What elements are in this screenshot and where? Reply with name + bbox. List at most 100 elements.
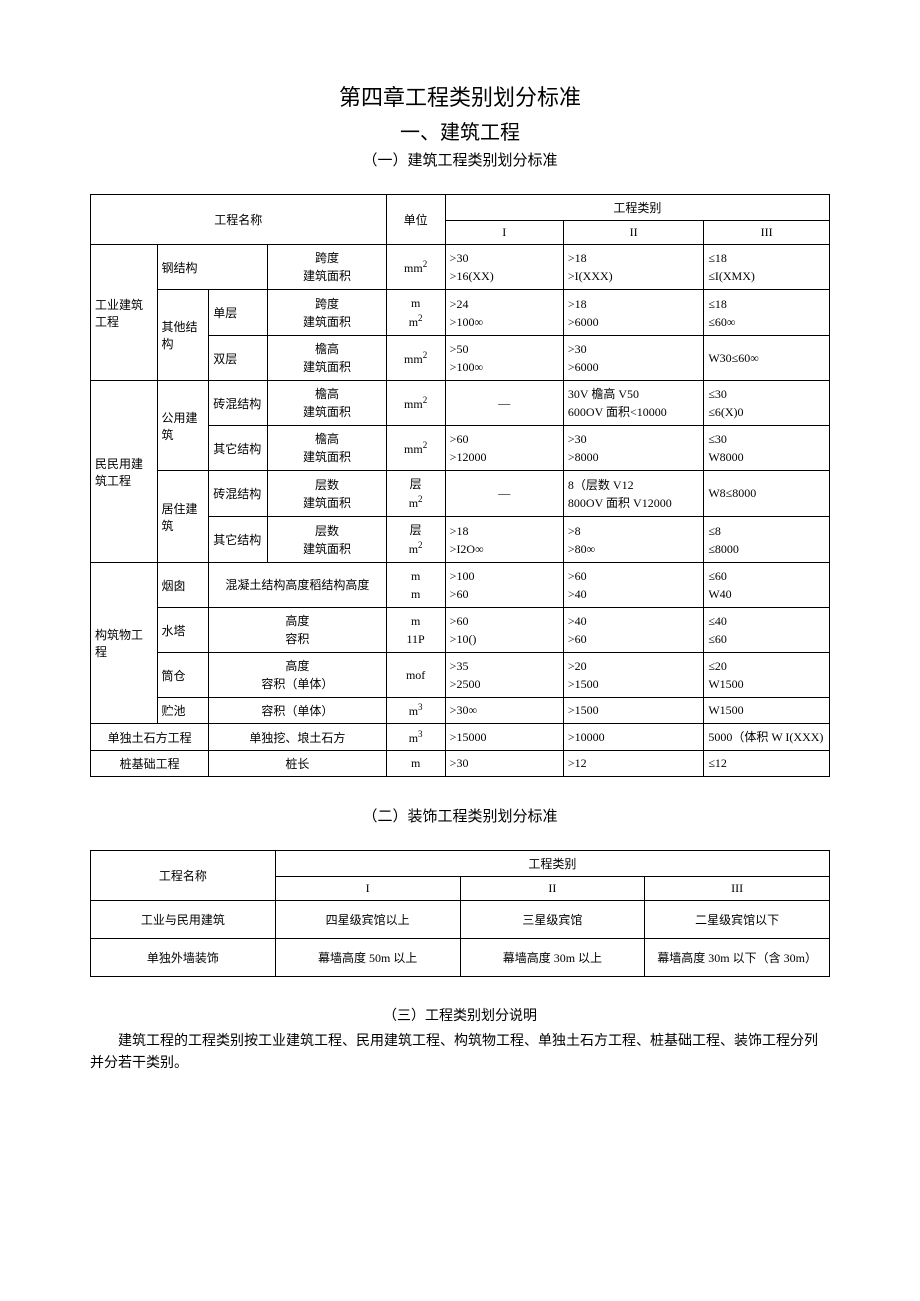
cell: ≤40≤60	[704, 608, 830, 653]
cell: 其他结构	[157, 290, 209, 381]
cell: 筒仓	[157, 653, 209, 698]
explain-paragraph: 建筑工程的工程类别按工业建筑工程、民用建筑工程、构筑物工程、单独土石方工程、桩基…	[90, 1031, 830, 1076]
th-category: 工程类别	[275, 851, 829, 877]
cell: >20>1500	[563, 653, 703, 698]
cell: 容积（单体）	[209, 698, 386, 724]
th-c1: I	[275, 877, 460, 901]
cell: >12	[563, 751, 703, 777]
th-unit: 单位	[386, 195, 445, 245]
cell: 单独外墙装饰	[91, 939, 276, 977]
cell: 构筑物工程	[91, 563, 158, 724]
table-row: 工业与民用建筑 四星级宾馆以上 三星级宾馆 二星级宾馆以下	[91, 901, 830, 939]
cell: 8（层数 V12800OV 面积 V12000	[563, 471, 703, 517]
cell: W8≤8000	[704, 471, 830, 517]
cell: ≤18≤60∞	[704, 290, 830, 336]
cell: mm2	[386, 245, 445, 290]
cell: m3	[386, 724, 445, 751]
cell: 民民用建筑工程	[91, 381, 158, 563]
table-row: 工业建筑工程 钢结构 跨度建筑面积 mm2 >30>16(XX) >18>I(X…	[91, 245, 830, 290]
cell: 其它结构	[209, 517, 268, 563]
th-c2: II	[460, 877, 645, 901]
table-row: 水塔 高度容积 m11P >60>10() >40>60 ≤40≤60	[91, 608, 830, 653]
th-category: 工程类别	[445, 195, 829, 221]
cell: >18>I(XXX)	[563, 245, 703, 290]
cell: 公用建筑	[157, 381, 209, 471]
cell: 高度容积	[209, 608, 386, 653]
cell: 烟囱	[157, 563, 209, 608]
cell: mm2	[386, 336, 445, 381]
cell: 双层	[209, 336, 268, 381]
cell: >60>40	[563, 563, 703, 608]
table-row: 筒仓 高度容积（单体） mof >35>2500 >20>1500 ≤20W15…	[91, 653, 830, 698]
cell: 水塔	[157, 608, 209, 653]
cell: ≤20W1500	[704, 653, 830, 698]
cell: —	[445, 471, 563, 517]
cell: >10000	[563, 724, 703, 751]
cell: 层m2	[386, 517, 445, 563]
cell: 层数建筑面积	[268, 517, 386, 563]
cell: mm2	[386, 381, 445, 426]
cell: 高度容积（单体）	[209, 653, 386, 698]
cell: 工业建筑工程	[91, 245, 158, 381]
cell: 跨度建筑面积	[268, 245, 386, 290]
cell: m3	[386, 698, 445, 724]
table-row: 桩基础工程 桩长 m >30 >12 ≤12	[91, 751, 830, 777]
table-header-row: 工程名称 工程类别	[91, 851, 830, 877]
table-2: 工程名称 工程类别 I II III 工业与民用建筑 四星级宾馆以上 三星级宾馆…	[90, 850, 830, 977]
cell: ≤18≤I(XMX)	[704, 245, 830, 290]
cell: 单独挖、埌土石方	[209, 724, 386, 751]
th-c3: III	[645, 877, 830, 901]
cell: ≤60W40	[704, 563, 830, 608]
cell: >15000	[445, 724, 563, 751]
cell: W1500	[704, 698, 830, 724]
cell: >24>100∞	[445, 290, 563, 336]
cell: ≤8≤8000	[704, 517, 830, 563]
th-name: 工程名称	[91, 195, 387, 245]
table-row: 其他结构 单层 跨度建筑面积 mm2 >24>100∞ >18>6000 ≤18…	[91, 290, 830, 336]
cell: 砖混结构	[209, 471, 268, 517]
th-c1: I	[445, 221, 563, 245]
table-row: 单独外墙装饰 幕墙高度 50m 以上 幕墙高度 30m 以上 幕墙高度 30m …	[91, 939, 830, 977]
cell: 5000（体积 W I(XXX)	[704, 724, 830, 751]
cell: 檐高建筑面积	[268, 336, 386, 381]
cell: >30∞	[445, 698, 563, 724]
cell: ≤30≤6(X)0	[704, 381, 830, 426]
cell: m	[386, 751, 445, 777]
cell: >18>6000	[563, 290, 703, 336]
cell: 单层	[209, 290, 268, 336]
th-name: 工程名称	[91, 851, 276, 901]
cell: 30V 檐高 V50600OV 面积<10000	[563, 381, 703, 426]
cell: 钢结构	[157, 245, 268, 290]
table-row: 居住建筑 砖混结构 层数建筑面积 层m2 — 8（层数 V12800OV 面积 …	[91, 471, 830, 517]
cell: >1500	[563, 698, 703, 724]
table-row: 构筑物工程 烟囱 混凝土结构高度稻结构高度 mm >100>60 >60>40 …	[91, 563, 830, 608]
th-c3: III	[704, 221, 830, 245]
cell: 混凝土结构高度稻结构高度	[209, 563, 386, 608]
cell: 砖混结构	[209, 381, 268, 426]
cell: 幕墙高度 50m 以上	[275, 939, 460, 977]
cell: 檐高建筑面积	[268, 426, 386, 471]
table-row: 贮池 容积（单体） m3 >30∞ >1500 W1500	[91, 698, 830, 724]
table-1: 工程名称 单位 工程类别 I II III 工业建筑工程 钢结构 跨度建筑面积 …	[90, 194, 830, 777]
cell: >60>12000	[445, 426, 563, 471]
subsection-2-title: （二）装饰工程类别划分标准	[90, 805, 830, 826]
cell: 层数建筑面积	[268, 471, 386, 517]
cell: 跨度建筑面积	[268, 290, 386, 336]
subsection-3-title: （三）工程类别划分说明	[90, 1005, 830, 1025]
cell: >30>6000	[563, 336, 703, 381]
cell: W30≤60∞	[704, 336, 830, 381]
cell: >30	[445, 751, 563, 777]
cell: 四星级宾馆以上	[275, 901, 460, 939]
cell: 贮池	[157, 698, 209, 724]
cell: 幕墙高度 30m 以下（含 30m）	[645, 939, 830, 977]
table-row: 单独土石方工程 单独挖、埌土石方 m3 >15000 >10000 5000（体…	[91, 724, 830, 751]
cell: mm	[386, 563, 445, 608]
cell: mm2	[386, 426, 445, 471]
cell: 幕墙高度 30m 以上	[460, 939, 645, 977]
cell: >30>8000	[563, 426, 703, 471]
section-title: 一、建筑工程	[90, 116, 830, 145]
th-c2: II	[563, 221, 703, 245]
cell: >8>80∞	[563, 517, 703, 563]
cell: 檐高建筑面积	[268, 381, 386, 426]
cell: >30>16(XX)	[445, 245, 563, 290]
